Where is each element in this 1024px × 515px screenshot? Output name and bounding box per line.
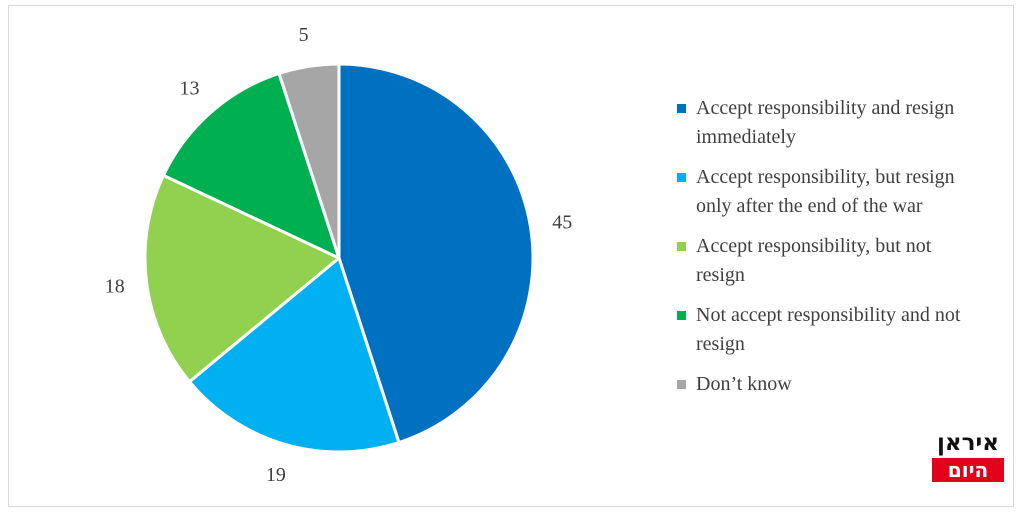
legend-label: Accept responsibility and resign (696, 97, 955, 119)
legend-label: Accept responsibility, but resign (696, 166, 955, 188)
logo-text-bottom: היום (932, 458, 1004, 482)
legend-item-not-resign: Accept responsibility, but not resign (676, 232, 1006, 290)
legend-label: Don’t know (696, 373, 792, 395)
pie-slice-3 (161, 72, 341, 260)
data-label-3: 13 (180, 78, 200, 100)
legend-swatch (677, 380, 686, 389)
legend-swatch (677, 173, 686, 182)
legend-label-continued: immediately (696, 126, 796, 148)
iran-today-logo: איראן היום (930, 430, 1006, 486)
legend-label-continued: only after the end of the war (696, 195, 923, 217)
data-label-4: 5 (299, 24, 309, 46)
pie-slice-1 (188, 256, 401, 454)
legend-item-resign-immediately: Accept responsibility and resign immedia… (676, 94, 1006, 152)
logo-text-top: איראן (936, 430, 999, 456)
legend-item-resign-after-war: Accept responsibility, but resign only a… (676, 163, 1006, 221)
legend-label-continued: resign (696, 333, 745, 355)
pie-slice-2 (143, 173, 341, 384)
data-label-1: 19 (266, 464, 286, 486)
legend-swatch (677, 311, 686, 320)
legend-item-dont-know: Don’t know (676, 370, 1006, 399)
legend-label: Not accept responsibility and not (696, 304, 961, 326)
data-label-2: 18 (105, 275, 125, 297)
legend-swatch (677, 242, 686, 251)
chart-legend: Accept responsibility and resign immedia… (676, 94, 1006, 410)
legend-label: Accept responsibility, but not (696, 235, 932, 257)
data-label-0: 45 (552, 212, 572, 234)
pie-slice-0 (337, 62, 535, 444)
legend-label-continued: resign (696, 264, 745, 286)
pie-slice-4 (277, 62, 341, 260)
legend-swatch (677, 104, 686, 113)
legend-item-no-responsibility: Not accept responsibility and not resign (676, 301, 1006, 359)
